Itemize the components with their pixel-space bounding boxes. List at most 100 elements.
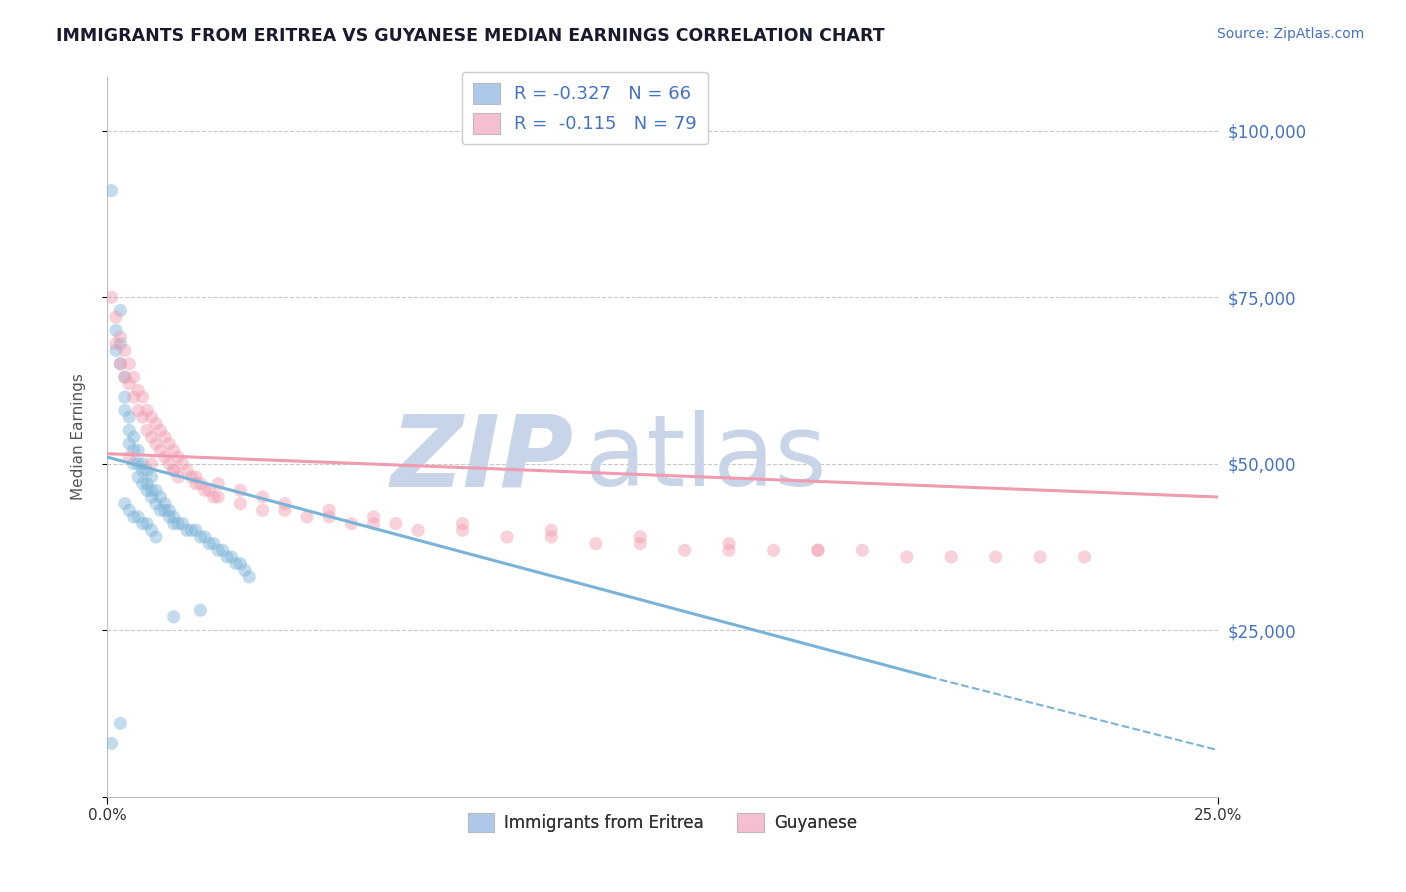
Point (153, 450, 176, 464)
Point (104, 343, 127, 358)
Point (340, 516, 363, 531)
Point (110, 716, 132, 731)
Point (104, 310, 127, 325)
Point (202, 536, 225, 550)
Point (221, 549, 243, 564)
Point (167, 516, 190, 531)
Point (984, 549, 1007, 564)
Point (318, 510, 340, 524)
Point (136, 483, 159, 498)
Point (496, 530, 519, 544)
Point (807, 543, 830, 558)
Point (136, 463, 159, 477)
Point (145, 483, 167, 498)
Point (127, 443, 149, 458)
Point (136, 424, 159, 438)
Point (122, 457, 145, 471)
Point (163, 610, 186, 624)
Text: IMMIGRANTS FROM ERITREA VS GUYANESE MEDIAN EARNINGS CORRELATION CHART: IMMIGRANTS FROM ERITREA VS GUYANESE MEDI… (56, 27, 884, 45)
Point (295, 510, 318, 524)
Point (122, 430, 145, 444)
Point (114, 390, 136, 404)
Point (110, 357, 132, 371)
Point (122, 510, 145, 524)
Point (122, 443, 145, 458)
Point (318, 503, 340, 517)
Point (215, 549, 238, 564)
Point (145, 417, 167, 431)
Point (110, 303, 132, 318)
Point (104, 336, 127, 351)
Point (163, 443, 186, 458)
Point (163, 510, 186, 524)
Point (1073, 549, 1095, 564)
Point (385, 516, 408, 531)
Point (127, 470, 149, 484)
Point (136, 516, 159, 531)
Point (233, 563, 256, 577)
Point (127, 510, 149, 524)
Point (118, 436, 141, 450)
Point (127, 384, 149, 398)
Point (406, 523, 429, 537)
Text: Source: ZipAtlas.com: Source: ZipAtlas.com (1216, 27, 1364, 41)
Point (127, 403, 149, 417)
Point (131, 516, 153, 531)
Point (141, 430, 163, 444)
Point (238, 570, 260, 584)
Point (157, 457, 180, 471)
Point (673, 543, 696, 558)
Point (274, 503, 297, 517)
Y-axis label: Median Earnings: Median Earnings (72, 374, 86, 500)
Point (100, 736, 122, 750)
Point (141, 470, 163, 484)
Point (131, 476, 153, 491)
Point (118, 424, 141, 438)
Point (141, 490, 163, 504)
Point (207, 476, 229, 491)
Point (141, 483, 163, 498)
Point (136, 403, 159, 417)
Point (114, 343, 136, 358)
Point (127, 457, 149, 471)
Point (229, 483, 252, 498)
Point (114, 403, 136, 417)
Point (163, 463, 186, 477)
Point (153, 497, 176, 511)
Point (104, 324, 127, 338)
Point (190, 530, 212, 544)
Point (118, 410, 141, 425)
Point (110, 330, 132, 344)
Point (207, 490, 229, 504)
Point (198, 483, 221, 498)
Point (141, 410, 163, 425)
Point (628, 536, 651, 550)
Point (202, 490, 225, 504)
Point (118, 503, 141, 517)
Point (114, 370, 136, 384)
Point (184, 470, 207, 484)
Point (896, 549, 918, 564)
Point (363, 516, 385, 531)
Point (540, 530, 562, 544)
Point (167, 450, 190, 464)
Point (136, 476, 159, 491)
Point (207, 543, 229, 558)
Point (180, 470, 202, 484)
Point (184, 523, 207, 537)
Point (252, 503, 274, 517)
Point (153, 430, 176, 444)
Point (274, 497, 297, 511)
Point (184, 476, 207, 491)
Point (114, 370, 136, 384)
Point (211, 543, 233, 558)
Point (198, 536, 221, 550)
Point (141, 523, 163, 537)
Point (131, 390, 153, 404)
Point (145, 497, 167, 511)
Point (194, 530, 217, 544)
Point (807, 543, 830, 558)
Point (451, 523, 474, 537)
Point (131, 463, 153, 477)
Point (176, 463, 198, 477)
